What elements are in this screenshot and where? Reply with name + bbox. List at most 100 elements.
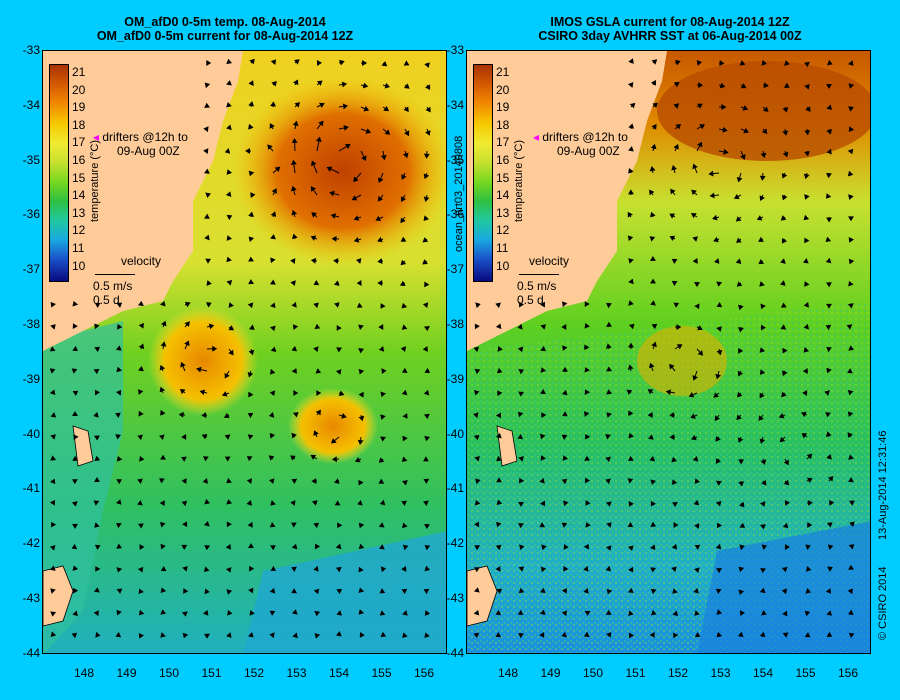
current-arrowhead — [71, 543, 78, 550]
current-arrowhead — [628, 167, 634, 174]
current-arrowhead — [250, 192, 256, 198]
current-arrowhead — [401, 389, 408, 396]
current-arrowhead — [496, 499, 503, 506]
current-arrowhead — [182, 521, 188, 528]
current-arrowhead — [356, 280, 362, 286]
current-arrowhead — [248, 101, 255, 107]
current-arrowhead — [358, 391, 364, 398]
current-arrowhead — [782, 347, 788, 354]
current-arrowhead — [735, 258, 742, 264]
current-arrowhead — [423, 588, 430, 595]
current-arrowhead — [825, 412, 831, 418]
warm-core-eddy-north — [233, 76, 446, 266]
current-arrowhead — [781, 588, 788, 595]
current-arrowhead — [291, 588, 298, 594]
colorbar-tick-label: 15 — [72, 170, 86, 185]
current-arrowhead — [94, 389, 101, 396]
current-arrowhead — [473, 346, 480, 353]
current-arrowhead — [356, 258, 362, 264]
warm-core-eddy-south — [288, 388, 378, 464]
current-arrowhead — [692, 456, 699, 462]
current-arrowhead — [671, 543, 678, 550]
colorbar-tick-label: 19 — [496, 100, 510, 115]
current-arrowhead — [784, 82, 790, 88]
current-arrowhead — [380, 436, 386, 442]
current-arrowhead — [539, 500, 545, 507]
current-arrowhead — [738, 481, 745, 487]
current-arrowhead — [159, 434, 165, 441]
current-arrowhead — [226, 235, 233, 241]
current-arrowhead — [334, 302, 340, 308]
current-arrowhead — [138, 343, 145, 350]
current-arrowhead — [804, 610, 811, 617]
x-tick-label: 154 — [752, 666, 774, 680]
y-tick-label: -43 — [446, 591, 464, 605]
current-arrowhead — [518, 523, 524, 529]
current-arrowhead — [249, 324, 255, 330]
current-arrowhead — [561, 610, 568, 617]
current-arrowhead — [627, 364, 634, 370]
current-arrowhead — [715, 458, 722, 464]
current-arrowhead — [473, 521, 480, 528]
current-arrowhead — [650, 588, 657, 595]
current-arrowhead — [606, 303, 612, 309]
current-arrowhead — [848, 564, 854, 570]
current-arrowhead — [496, 455, 502, 462]
current-arrowhead — [378, 457, 385, 463]
current-arrowhead — [826, 83, 832, 89]
current-arrowhead — [338, 390, 345, 397]
current-arrowhead — [583, 587, 589, 594]
current-arrowhead — [115, 631, 122, 638]
current-arrowhead — [671, 566, 677, 573]
colorbar-tick-label: 14 — [72, 188, 86, 203]
current-arrowhead — [496, 367, 503, 374]
current-arrowhead — [401, 324, 408, 330]
current-arrowhead — [759, 392, 765, 399]
current-arrowhead — [401, 367, 408, 374]
y-tick-label: -34 — [22, 97, 40, 112]
current-arrowhead — [178, 411, 184, 418]
current-arrowhead — [628, 566, 634, 573]
colorbar-tick-label: 17 — [496, 135, 510, 150]
current-arrowhead — [781, 172, 788, 179]
current-arrowhead — [267, 144, 273, 151]
current-arrowhead — [647, 389, 654, 395]
current-arrowhead — [474, 500, 481, 506]
current-arrowhead — [672, 610, 678, 617]
current-arrowhead — [848, 237, 855, 243]
current-arrowhead — [424, 62, 430, 68]
current-arrowhead — [781, 566, 788, 573]
current-arrowhead — [424, 565, 430, 572]
current-arrowhead — [561, 588, 568, 594]
current-arrowhead — [50, 455, 57, 461]
current-arrowhead — [316, 80, 323, 86]
current-arrowhead — [313, 346, 319, 353]
current-arrowhead — [605, 343, 612, 349]
colorbar-tick-label: 11 — [72, 241, 85, 255]
current-arrowhead — [228, 325, 235, 331]
current-arrowhead — [826, 346, 832, 353]
current-arrowhead — [474, 368, 481, 375]
current-arrowhead — [291, 301, 297, 308]
current-arrowhead — [270, 325, 276, 332]
current-arrowhead — [627, 587, 634, 593]
current-arrowhead — [160, 409, 166, 416]
current-arrowhead — [204, 102, 210, 108]
current-arrowhead — [605, 632, 612, 638]
current-arrowhead — [423, 500, 429, 506]
current-arrowhead — [202, 478, 208, 484]
current-arrowhead — [826, 453, 832, 460]
current-arrowhead — [310, 186, 317, 192]
current-arrowhead — [138, 366, 144, 372]
current-arrowhead — [380, 303, 386, 309]
current-arrowhead — [269, 123, 275, 129]
current-arrowhead — [627, 235, 634, 242]
current-arrowhead — [518, 566, 525, 572]
current-arrowhead — [495, 609, 502, 616]
current-arrowhead — [291, 368, 297, 374]
x-tick-label: 152 — [243, 666, 265, 680]
current-arrowhead — [159, 478, 165, 484]
current-arrowhead — [562, 301, 568, 307]
current-arrowhead — [402, 610, 408, 616]
current-arrowhead — [676, 344, 683, 350]
